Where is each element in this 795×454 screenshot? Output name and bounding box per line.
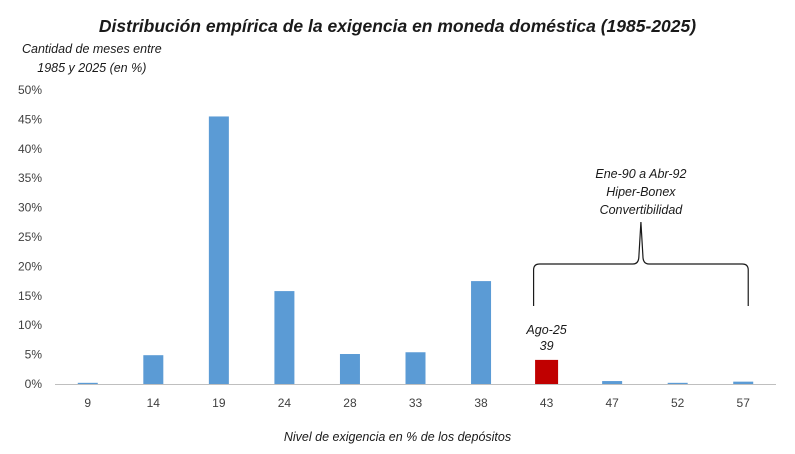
x-tick-label: 28 <box>343 396 357 410</box>
x-tick-label: 9 <box>84 396 91 410</box>
bar <box>143 355 164 384</box>
x-tick-label: 14 <box>147 396 161 410</box>
y-axis-label: Cantidad de meses entre 1985 y 2025 (en … <box>22 40 162 78</box>
y-tick-label: 20% <box>18 259 42 273</box>
bar <box>339 354 360 384</box>
x-tick-label: 38 <box>474 396 488 410</box>
bar <box>471 281 492 384</box>
bar <box>405 352 426 384</box>
bar <box>274 291 295 384</box>
bar <box>602 381 623 384</box>
y-tick-label: 10% <box>18 318 42 332</box>
x-tick-label: 47 <box>605 396 619 410</box>
highlight-annotation-value: 39 <box>540 339 554 353</box>
highlight-annotation-month: Ago-25 <box>525 323 566 337</box>
x-tick-label: 33 <box>409 396 423 410</box>
y-axis-label-line-1: Cantidad de meses entre <box>22 42 162 56</box>
y-tick-label: 50% <box>18 83 42 97</box>
brace-annotation-label: Convertibilidad <box>600 203 684 217</box>
brace-annotation-label: Ene-90 a Abr-92 <box>595 167 686 181</box>
y-tick-label: 30% <box>18 201 42 215</box>
brace-annotation <box>532 221 749 306</box>
x-axis-label: Nivel de exigencia en % de los depósitos <box>283 430 512 444</box>
y-tick-label: 45% <box>18 112 42 126</box>
x-tick-label: 52 <box>671 396 685 410</box>
x-tick-label: 24 <box>278 396 292 410</box>
bar <box>733 381 754 384</box>
brace-annotation-label: Hiper-Bonex <box>606 185 676 199</box>
y-tick-label: 15% <box>18 289 42 303</box>
y-axis-label-line-2: 1985 y 2025 (en %) <box>37 61 147 75</box>
x-tick-label: 57 <box>737 396 751 410</box>
bar <box>208 116 229 385</box>
bar <box>77 382 98 384</box>
x-tick-label: 43 <box>540 396 554 410</box>
y-tick-label: 0% <box>25 377 43 391</box>
y-tick-label: 40% <box>18 142 42 156</box>
bar <box>667 382 688 384</box>
y-tick-label: 25% <box>18 230 42 244</box>
y-tick-label: 35% <box>18 171 42 185</box>
bar-highlight <box>535 359 559 384</box>
chart-title: Distribución empírica de la exigencia en… <box>98 16 697 36</box>
y-tick-label: 5% <box>25 348 43 362</box>
x-tick-label: 19 <box>212 396 226 410</box>
